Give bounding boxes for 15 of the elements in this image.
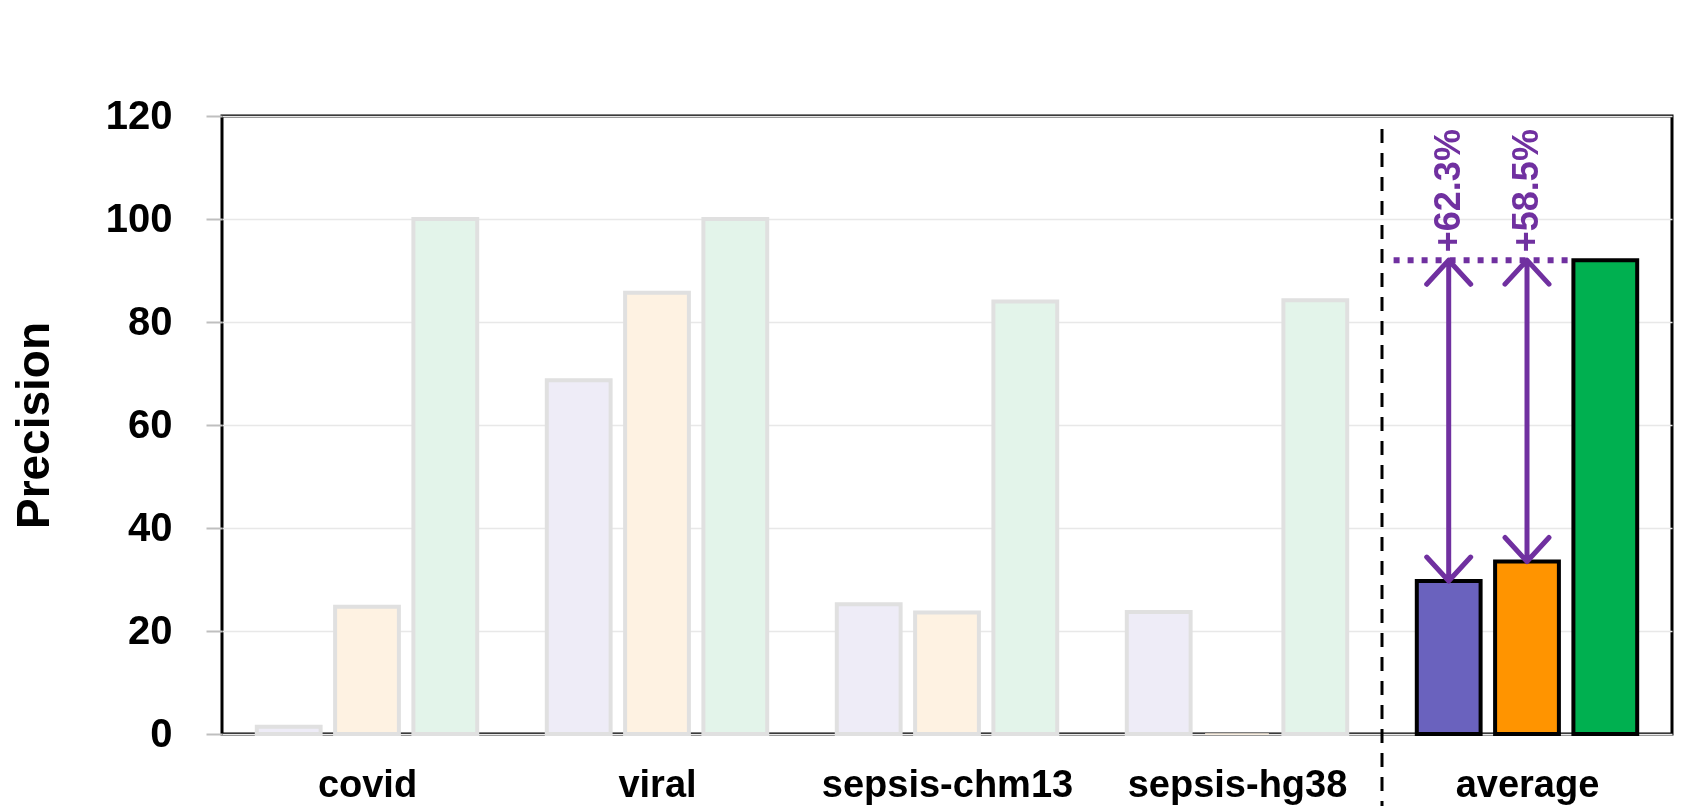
x-tick-label: sepsis-chm13 <box>821 762 1074 805</box>
y-tick-label: 20 <box>128 607 173 652</box>
y-axis-title: Precision <box>6 321 59 530</box>
y-tick-label: 120 <box>105 92 173 137</box>
x-tick-label: sepsis-hg38 <box>1127 762 1348 805</box>
x-tick-label: average <box>1455 762 1600 805</box>
y-tick-label: 80 <box>128 298 173 343</box>
y-tick-label: 60 <box>128 401 173 446</box>
y-tick-label: 100 <box>105 195 173 240</box>
x-tick-label: covid <box>317 762 418 805</box>
annotation: +62.3% <box>1426 129 1468 253</box>
y-tick-label: 0 <box>150 710 173 755</box>
x-tick-label: viral <box>618 762 697 805</box>
y-tick-label: 40 <box>128 504 173 549</box>
annotation: +58.5% <box>1505 129 1546 253</box>
